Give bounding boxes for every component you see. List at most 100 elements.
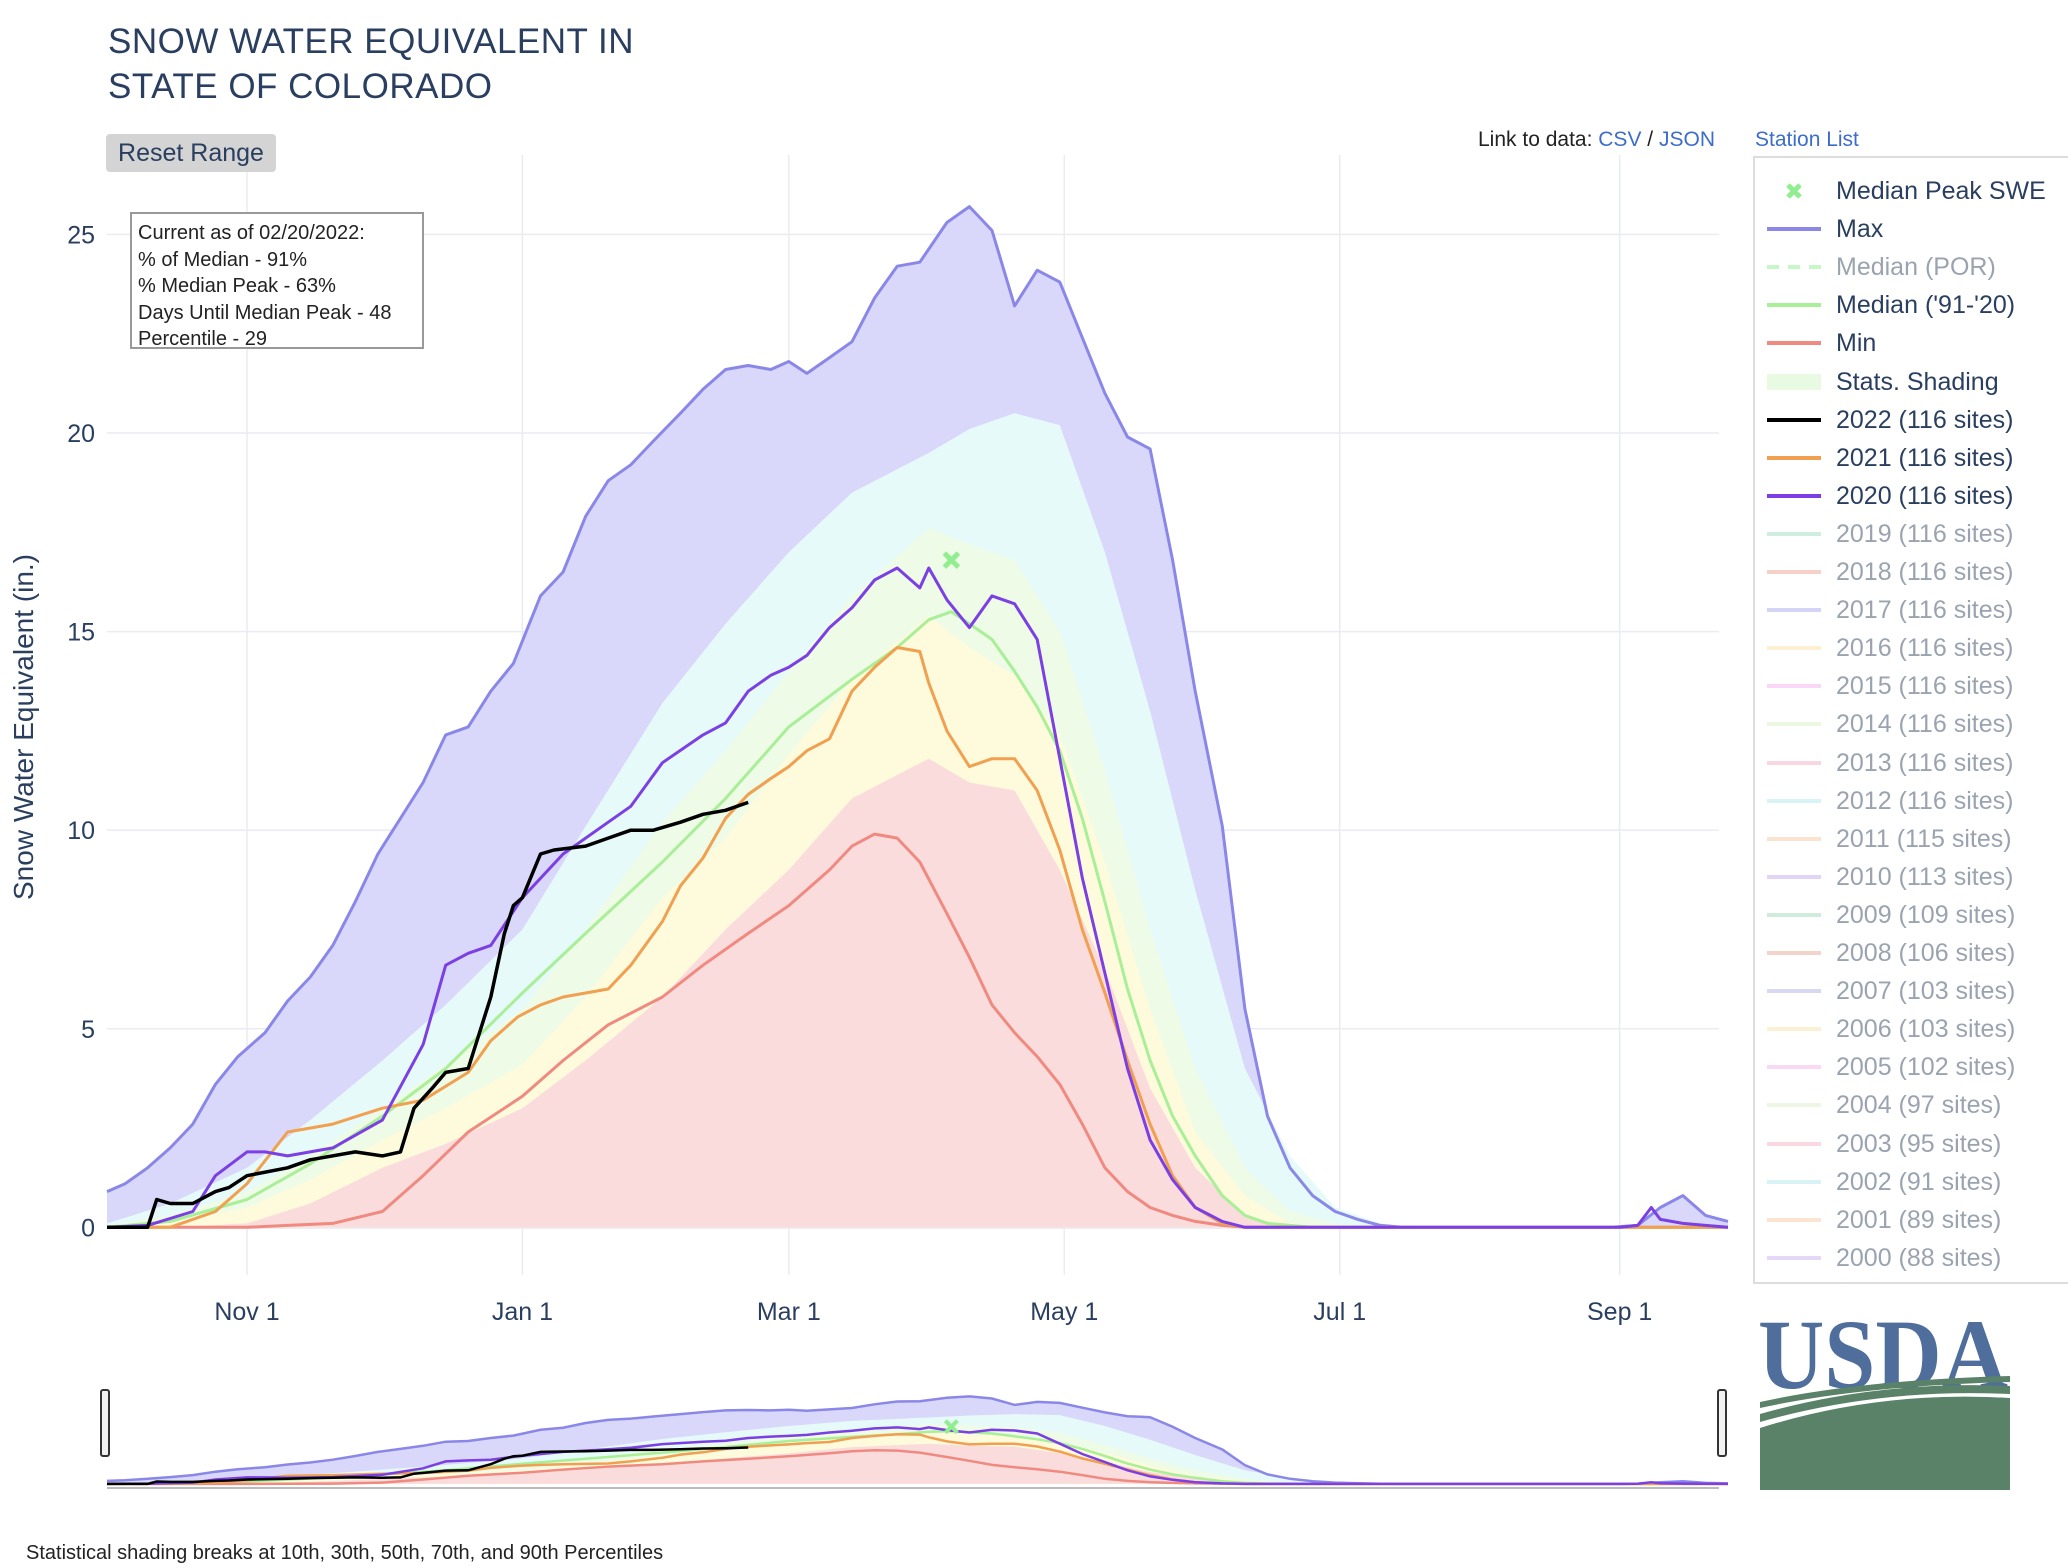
range-handle-right[interactable] xyxy=(1717,1389,1727,1457)
legend-label: 2020 (116 sites) xyxy=(1836,481,2014,510)
legend-item[interactable]: 2007 (103 sites) xyxy=(1755,973,2068,1009)
legend-symbol xyxy=(1767,531,1821,536)
station-list-link[interactable]: Station List xyxy=(1755,128,1859,151)
chart-title-line2: STATE OF COLORADO xyxy=(108,67,493,106)
legend-item[interactable]: 2016 (116 sites) xyxy=(1755,630,2068,666)
info-current-date: Current as of 02/20/2022: xyxy=(138,222,365,244)
x-tick-label: Sep 1 xyxy=(1587,1298,1652,1326)
series-2021-tail xyxy=(747,765,790,796)
legend-item[interactable]: 2017 (116 sites) xyxy=(1755,592,2068,628)
mini-series-2022-line xyxy=(107,1446,749,1486)
legend-symbol xyxy=(1767,798,1821,803)
legend-label: 2004 (97 sites) xyxy=(1836,1091,2002,1120)
legend-label: 2022 (116 sites) xyxy=(1836,405,2014,434)
x-tick-label: Jul 1 xyxy=(1313,1298,1366,1326)
legend-item[interactable]: Min xyxy=(1755,325,2068,361)
legend-item[interactable]: 2020 (116 sites) xyxy=(1755,478,2068,514)
legend-label: 2021 (116 sites) xyxy=(1836,443,2014,472)
legend-item[interactable]: 2013 (116 sites) xyxy=(1755,745,2068,781)
legend-item[interactable]: 2010 (113 sites) xyxy=(1755,859,2068,895)
x-tick-label: Jan 1 xyxy=(492,1298,553,1326)
mini-p30-band xyxy=(107,1443,1728,1484)
legend-label: 2012 (116 sites) xyxy=(1836,786,2014,815)
legend-label: Median Peak SWE xyxy=(1836,177,2046,205)
legend-symbol xyxy=(1767,303,1821,308)
legend-label: Median (POR) xyxy=(1836,253,1996,282)
range-handle-left[interactable] xyxy=(100,1389,110,1457)
legend-label: Stats. Shading xyxy=(1836,367,1999,396)
legend-item[interactable]: Median ('91-'20) xyxy=(1755,287,2068,323)
legend-item[interactable]: 2005 (102 sites) xyxy=(1755,1049,2068,1085)
legend-item[interactable]: 2015 (116 sites) xyxy=(1755,668,2068,704)
legend-item[interactable]: 2014 (116 sites) xyxy=(1755,706,2068,742)
y-tick-label: 5 xyxy=(81,1016,95,1044)
x-tick-label: Mar 1 xyxy=(757,1298,821,1326)
status-info-box: Current as of 02/20/2022: % of Median - … xyxy=(130,212,424,350)
legend-item[interactable]: 2000 (88 sites) xyxy=(1755,1240,2068,1276)
legend-item[interactable]: 2004 (97 sites) xyxy=(1755,1087,2068,1123)
legend-symbol xyxy=(1767,912,1821,917)
info-days-until-peak: Days Until Median Peak - 48 xyxy=(138,301,392,324)
legend-item[interactable]: 2011 (115 sites) xyxy=(1755,821,2068,857)
legend-label: 2017 (116 sites) xyxy=(1836,596,2014,625)
legend-label: 2001 (89 sites) xyxy=(1836,1205,2002,1234)
legend-symbol xyxy=(1767,417,1821,422)
legend-label: 2010 (113 sites) xyxy=(1836,862,2014,891)
legend-symbol xyxy=(1767,684,1821,689)
csv-link[interactable]: CSV xyxy=(1598,128,1642,151)
legend-item[interactable]: 2002 (91 sites) xyxy=(1755,1164,2068,1200)
legend-label: 2016 (116 sites) xyxy=(1836,634,2014,663)
info-pct-median-peak: % Median Peak - 63% xyxy=(138,275,336,297)
legend-item[interactable]: 2022 (116 sites) xyxy=(1755,402,2068,438)
legend-item[interactable]: 2009 (109 sites) xyxy=(1755,897,2068,933)
legend-symbol xyxy=(1767,1065,1821,1070)
legend-symbol xyxy=(1767,1103,1821,1108)
mini-min-line xyxy=(107,1448,1728,1486)
legend-item[interactable]: 2003 (95 sites) xyxy=(1755,1126,2068,1162)
x-tick-label: Nov 1 xyxy=(214,1298,279,1326)
legend-item[interactable]: Max xyxy=(1755,211,2068,247)
legend-symbol xyxy=(1767,836,1821,841)
legend-symbol xyxy=(1767,373,1821,390)
y-tick-label: 15 xyxy=(67,619,95,647)
legend-item[interactable]: 2001 (89 sites) xyxy=(1755,1202,2068,1238)
legend-label: 2018 (116 sites) xyxy=(1836,558,2014,586)
legend-symbol xyxy=(1767,341,1821,346)
legend-item[interactable]: 2018 (116 sites) xyxy=(1755,554,2068,590)
y-tick-label: 25 xyxy=(67,221,95,249)
legend-symbol xyxy=(1767,989,1821,994)
legend-label: 2003 (95 sites) xyxy=(1836,1129,2002,1158)
legend-label: 2008 (106 sites) xyxy=(1836,939,2016,967)
legend-label: 2007 (103 sites) xyxy=(1836,977,2016,1006)
legend-symbol xyxy=(1767,265,1821,270)
legend-symbol xyxy=(1767,493,1821,498)
legend-symbol xyxy=(1767,646,1821,651)
mini-median-peak-x xyxy=(943,1419,959,1435)
legend-symbol xyxy=(1767,722,1821,727)
legend-item[interactable]: 2008 (106 sites) xyxy=(1755,935,2068,971)
legend-label: 2006 (103 sites) xyxy=(1836,1015,2016,1044)
legend-item[interactable]: 2012 (116 sites) xyxy=(1755,783,2068,819)
legend-item[interactable]: 2019 (116 sites) xyxy=(1755,516,2068,552)
legend-item[interactable]: Stats. Shading xyxy=(1755,364,2068,400)
legend-item[interactable]: 2021 (116 sites) xyxy=(1755,440,2068,476)
legend-symbol xyxy=(1767,951,1821,955)
y-tick-label: 20 xyxy=(67,420,95,448)
data-links: Link to data: CSV / JSON xyxy=(1478,128,1715,152)
min-line xyxy=(107,832,1728,1229)
json-link[interactable]: JSON xyxy=(1658,128,1715,151)
legend-symbol xyxy=(1786,183,1802,199)
chart-legend: Median Peak SWE Max Median (POR) Median ('9… xyxy=(1753,156,2068,1284)
legend-item[interactable]: Median (POR) xyxy=(1755,249,2068,285)
data-links-prefix: Link to data: xyxy=(1478,128,1593,151)
median-peak-x xyxy=(942,551,961,569)
info-pct-median: % of Median - 91% xyxy=(138,248,307,271)
legend-item[interactable]: 2006 (103 sites) xyxy=(1755,1011,2068,1047)
legend-label: Max xyxy=(1836,215,1884,244)
legend-label: 2014 (116 sites) xyxy=(1836,710,2014,739)
legend-label: 2015 (116 sites) xyxy=(1836,672,2014,701)
legend-item[interactable]: Median Peak SWE xyxy=(1755,173,2068,209)
x-tick-label: May 1 xyxy=(1030,1298,1098,1326)
reset-range-button[interactable]: Reset Range xyxy=(106,134,276,172)
